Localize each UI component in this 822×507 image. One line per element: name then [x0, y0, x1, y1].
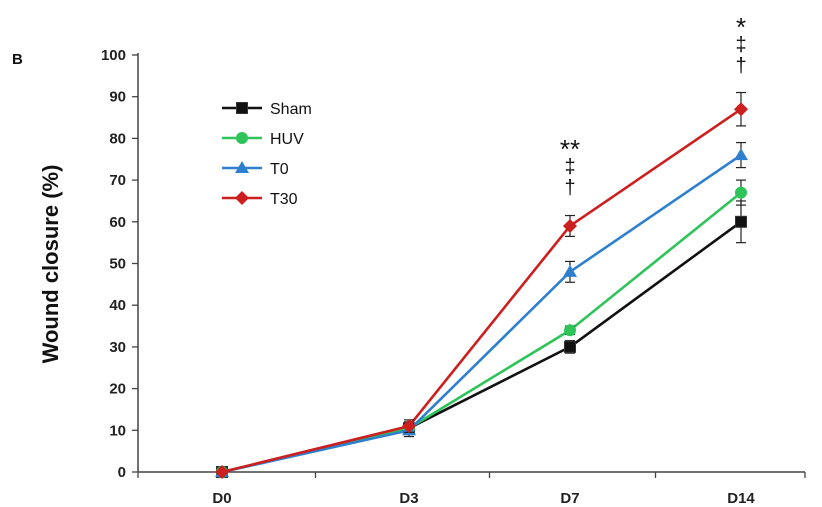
y-tick-label: 40 [109, 297, 126, 314]
data-point-t0-d7 [563, 264, 577, 277]
series-huv [216, 179, 747, 478]
data-point-sham-d7 [564, 340, 576, 353]
legend-marker [235, 161, 249, 173]
legend-label: T30 [270, 191, 298, 208]
series-line-sham [221, 220, 742, 474]
legend-label: Sham [270, 101, 312, 118]
y-axis-label: Wound closure (%) [38, 165, 63, 364]
annotation-mark: * [736, 12, 746, 42]
legend: Sham HUV T0 T30 [222, 101, 312, 208]
series-line-t30 [221, 108, 742, 474]
data-point-t30-d14 [734, 102, 748, 117]
panel-label: B [12, 51, 23, 68]
series-sham [216, 200, 747, 478]
series-line-huv [221, 191, 742, 474]
legend-item-t30: T30 [222, 191, 298, 208]
legend-marker [235, 191, 249, 205]
annotation-mark: † [735, 55, 746, 77]
series-line-t0 [221, 154, 742, 474]
significance-annotations: **‡†*‡† [560, 12, 747, 199]
y-tick-label: 90 [109, 89, 126, 106]
data-point-t0-d14 [734, 148, 748, 161]
y-tick-label: 0 [118, 464, 126, 481]
annotation-mark: † [564, 177, 575, 199]
y-tick-label: 30 [109, 339, 126, 356]
legend-label: HUV [270, 131, 304, 148]
axes: 0 10 20 30 40 50 60 70 80 90 100 D0 D3 D7 D14 [101, 47, 806, 507]
y-tick-label: 100 [101, 47, 126, 64]
y-tick-label: 10 [109, 422, 126, 439]
y-tick-label: 50 [109, 256, 126, 273]
y-tick-label: 80 [109, 130, 126, 147]
annotation-mark: ** [560, 134, 580, 164]
x-tick-label-d3: D3 [399, 490, 418, 507]
data-point-huv-d14 [735, 186, 747, 199]
legend-marker [236, 102, 248, 114]
data-point-t30-d3 [402, 419, 416, 434]
series-t30 [215, 91, 748, 479]
annotation-d14: *‡† [735, 12, 746, 77]
y-tick-label: 70 [109, 172, 126, 189]
data-point-t30-d0 [215, 465, 229, 479]
legend-item-sham: Sham [222, 101, 312, 118]
data-point-t30-d7 [563, 218, 577, 233]
x-tick-label-d0: D0 [212, 490, 231, 507]
legend-label: T0 [270, 161, 289, 178]
x-tick-label-d14: D14 [727, 490, 755, 507]
legend-item-t0: T0 [222, 161, 289, 178]
data-point-sham-d14 [735, 215, 747, 228]
series-group [215, 91, 748, 479]
y-tick-label: 60 [109, 214, 126, 231]
x-tick-label-d7: D7 [560, 490, 579, 507]
legend-item-huv: HUV [222, 131, 304, 148]
annotation-mark: ‡ [735, 34, 746, 56]
y-tick-label: 20 [109, 381, 126, 398]
annotation-mark: ‡ [564, 156, 575, 178]
legend-marker [236, 132, 248, 144]
data-point-huv-d7 [564, 324, 576, 337]
annotation-d7: **‡† [560, 134, 580, 199]
